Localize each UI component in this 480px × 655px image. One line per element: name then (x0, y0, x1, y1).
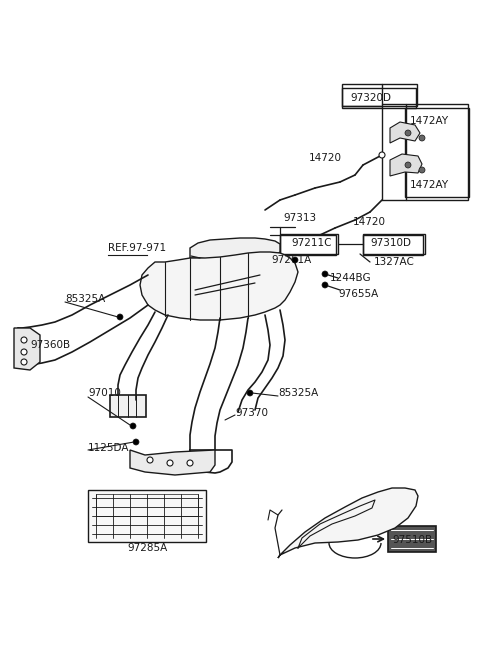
Polygon shape (14, 328, 40, 370)
Bar (363, 235, 423, 255)
Bar (406, 104, 468, 200)
Bar (280, 235, 336, 255)
Text: 97261A: 97261A (271, 255, 311, 265)
Circle shape (379, 152, 385, 158)
Circle shape (322, 282, 328, 288)
Circle shape (292, 257, 298, 263)
Circle shape (419, 167, 425, 173)
Bar (363, 234, 425, 254)
Circle shape (247, 390, 253, 396)
Circle shape (21, 337, 27, 343)
Text: 14720: 14720 (353, 217, 386, 227)
Text: 1327AC: 1327AC (374, 257, 415, 267)
Circle shape (405, 162, 411, 168)
Bar (388, 526, 436, 552)
Text: 14720: 14720 (309, 153, 342, 163)
Text: REF.97-971: REF.97-971 (108, 243, 166, 253)
Text: 1472AY: 1472AY (410, 180, 449, 190)
Circle shape (21, 349, 27, 355)
Bar (342, 88, 416, 108)
Bar (342, 84, 417, 106)
Text: 97370: 97370 (235, 408, 268, 418)
Text: 85325A: 85325A (278, 388, 318, 398)
Bar (405, 108, 469, 197)
Circle shape (117, 314, 123, 320)
Bar (88, 490, 206, 542)
Text: 97320D: 97320D (350, 93, 391, 103)
Text: 97010: 97010 (88, 388, 121, 398)
Circle shape (130, 423, 136, 429)
Text: 97285A: 97285A (128, 543, 168, 553)
Circle shape (167, 460, 173, 466)
Text: 1244BG: 1244BG (330, 273, 372, 283)
Circle shape (21, 359, 27, 365)
Bar (110, 395, 146, 417)
Polygon shape (278, 488, 418, 558)
Circle shape (419, 135, 425, 141)
Circle shape (322, 271, 328, 277)
Polygon shape (140, 252, 298, 320)
Text: 97655A: 97655A (338, 289, 378, 299)
Polygon shape (390, 122, 420, 143)
Circle shape (133, 439, 139, 445)
Circle shape (405, 130, 411, 136)
Text: 97313: 97313 (283, 213, 316, 223)
Text: 1125DA: 1125DA (88, 443, 130, 453)
Circle shape (147, 457, 153, 463)
Text: 1472AY: 1472AY (410, 116, 449, 126)
Text: 97510B: 97510B (392, 535, 432, 545)
Text: 97310D: 97310D (370, 238, 411, 248)
Bar (280, 234, 338, 254)
Text: 85325A: 85325A (65, 294, 105, 304)
Polygon shape (130, 450, 215, 475)
Bar (96, 494, 198, 516)
Text: 97360B: 97360B (30, 340, 70, 350)
Text: 97211C: 97211C (291, 238, 332, 248)
Circle shape (187, 460, 193, 466)
Polygon shape (190, 238, 280, 261)
Polygon shape (390, 154, 422, 176)
